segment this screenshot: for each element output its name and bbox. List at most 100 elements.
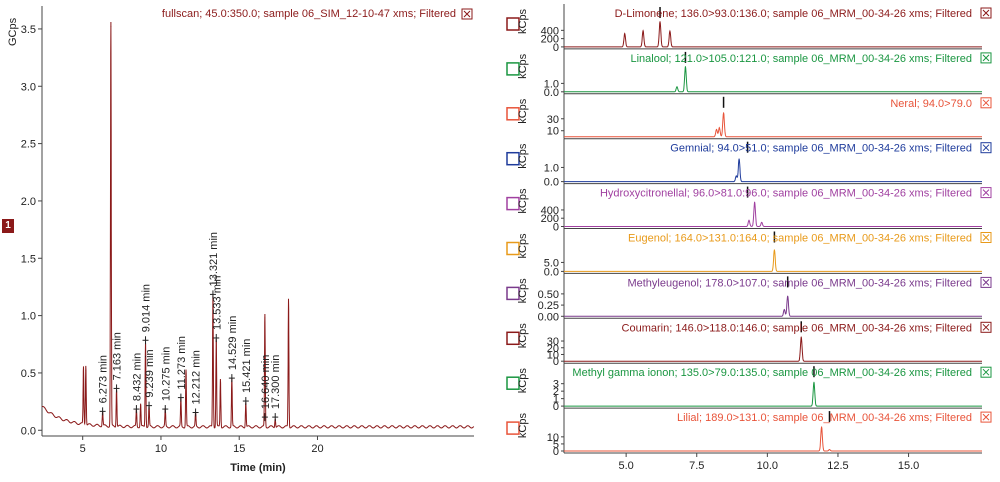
- trace-peak-point: [761, 221, 763, 223]
- trace-y-tick-label: 3: [553, 379, 559, 391]
- trace-y-tick-label: 30: [547, 114, 559, 126]
- filter-icon-glyph: [463, 10, 471, 18]
- trace-filter-icon: [980, 142, 992, 154]
- y-tick-label: 2.5: [21, 139, 36, 151]
- trace-filter-icon-glyph: [982, 368, 990, 376]
- x-tick-label: 10.0: [757, 460, 778, 472]
- trace-y-tick-label: 5: [553, 439, 559, 451]
- x-tick-label: 20: [311, 443, 323, 455]
- trace-peak-point: [754, 201, 756, 203]
- trace-title: Eugenol; 164.0>131.0:164.0; sample 06_MR…: [628, 233, 972, 245]
- peak-point: [219, 381, 221, 383]
- trace-unit-label: kCps: [517, 278, 529, 304]
- peak-point: [82, 372, 84, 374]
- trace-y-tick-label: 0: [553, 446, 559, 458]
- trace-y-tick-label: 10: [547, 432, 559, 444]
- trace-title: Linalool; 121.0>105.0:121.0; sample 06_M…: [630, 53, 972, 65]
- peak-annotation: 13.533 min: [211, 276, 223, 330]
- trace-title: Methyleugenol; 178.0>107.0; sample 06_MR…: [627, 277, 972, 289]
- x-tick-label: 15.0: [898, 460, 919, 472]
- trace-color-box: [506, 241, 520, 256]
- trace-title: D-Limonene; 136.0>93.0:136.0; sample 06_…: [615, 8, 972, 20]
- trace-peak-point: [735, 175, 737, 177]
- x-tick-label: 5: [80, 443, 86, 455]
- trace-peak-point: [813, 381, 815, 383]
- y-tick-label: 2.0: [21, 196, 36, 208]
- trace-unit-label: kCps: [517, 98, 529, 124]
- trace-filter-icon: [980, 187, 992, 199]
- trace-peak-point: [659, 21, 661, 23]
- y-axis-label: GCps: [7, 17, 19, 46]
- peak-point: [110, 26, 112, 28]
- mrm-stacked-chromatograms: kCps 0 200 400 D-Limonene; 136.0>93.0:136.0;…: [506, 4, 992, 472]
- trace-y-tick-label: 2: [553, 386, 559, 398]
- trace-color-box: [506, 151, 520, 166]
- trace-filter-icon-glyph: [982, 189, 990, 196]
- trace-filter-icon-glyph: [982, 54, 990, 62]
- peak-annotation: 17.300 min: [270, 355, 282, 409]
- trace-filter-icon-glyph: [982, 413, 990, 421]
- trace-y-tick-label: 200: [541, 213, 559, 225]
- trace-filter-icon-glyph: [982, 99, 990, 107]
- trace-peak-point: [718, 127, 720, 129]
- trace-filter-icon: [980, 321, 992, 333]
- mrm-trace: [564, 382, 982, 407]
- trace-y-tick-label: 30: [547, 336, 559, 348]
- trace-y-tick-label: 5.0: [544, 257, 559, 269]
- trace-unit-label: kCps: [517, 8, 529, 34]
- trace-color-box: [506, 196, 520, 211]
- fullscan-trace: [41, 21, 475, 429]
- trace-title: Neral; 94.0>79.0: [890, 98, 972, 110]
- x-axis-label: Time (min): [230, 462, 286, 474]
- mrm-trace: [564, 249, 982, 272]
- trace-peak-point: [828, 449, 830, 451]
- trace-filter-icon-glyph: [982, 144, 990, 152]
- trace-y-tick-label: 0: [553, 356, 559, 368]
- trace-title: Coumarin; 146.0>118.0:146.0; sample 06_M…: [622, 322, 972, 334]
- trace-peak-point: [738, 158, 740, 160]
- trace-unit-label: kCps: [517, 233, 529, 259]
- peak-annotation: 14.529 min: [227, 316, 239, 370]
- mrm-trace: [564, 295, 982, 317]
- peak-point: [140, 406, 142, 408]
- peak-annotation: 6.273 min: [98, 355, 110, 403]
- trace-y-tick-label: 0.00: [538, 311, 559, 323]
- mrm-trace: [564, 336, 982, 362]
- trace-unit-label: kCps: [517, 143, 529, 169]
- trace-color-box: [506, 17, 520, 31]
- trace-color-box: [506, 286, 520, 301]
- trace-y-tick-label: 0.0: [544, 177, 559, 189]
- trace-unit-label: kCps: [517, 323, 529, 349]
- trace-color-box: [506, 331, 520, 346]
- peak-point: [288, 301, 290, 303]
- x-tick-label: 5.0: [618, 460, 633, 472]
- y-tick-label: 1.5: [21, 253, 36, 265]
- trace-unit-label: kCps: [517, 188, 529, 214]
- y-tick-label: 0.5: [21, 368, 36, 380]
- trace-filter-icon: [980, 276, 992, 288]
- peak-annotation: 16.640 min: [260, 355, 272, 409]
- trace-y-tick-label: 10: [547, 349, 559, 361]
- trace-y-tick-label: 400: [541, 25, 559, 37]
- fullscan-chromatogram: GCps 0.0 0.5 1.0 1.5 2.0 2.5 3.0 3.5 5 10 15 20 Time …: [7, 6, 475, 474]
- peak-annotation: 12.212 min: [191, 350, 203, 404]
- trace-filter-icon-glyph: [982, 279, 990, 286]
- trace-filter-icon-glyph: [982, 9, 990, 17]
- trace-title: Hydroxycitronellal; 96.0>81.0:96.0; samp…: [600, 188, 972, 200]
- trace-filter-icon-glyph: [982, 234, 990, 241]
- trace-title: Methyl gamma ionon; 135.0>79.0:135.0; sa…: [572, 367, 972, 379]
- trace-color-box: [506, 62, 520, 76]
- x-tick-label: 12.5: [827, 460, 848, 472]
- peak-annotation: 11.273 min: [176, 336, 188, 390]
- trace-filter-icon: [980, 232, 992, 243]
- trace-number-badge[interactable]: 1: [2, 219, 14, 233]
- trace-peak-point: [800, 336, 802, 338]
- trace-filter-icon: [980, 52, 992, 64]
- mrm-trace: [564, 112, 982, 138]
- trace-peak-point: [783, 309, 785, 311]
- trace-peak-point: [773, 249, 775, 251]
- peak-annotation: 9.239 min: [144, 349, 156, 397]
- y-tick-label: 3.5: [21, 24, 36, 36]
- trace-filter-icon: [980, 7, 992, 19]
- trace-peak-point: [716, 129, 718, 131]
